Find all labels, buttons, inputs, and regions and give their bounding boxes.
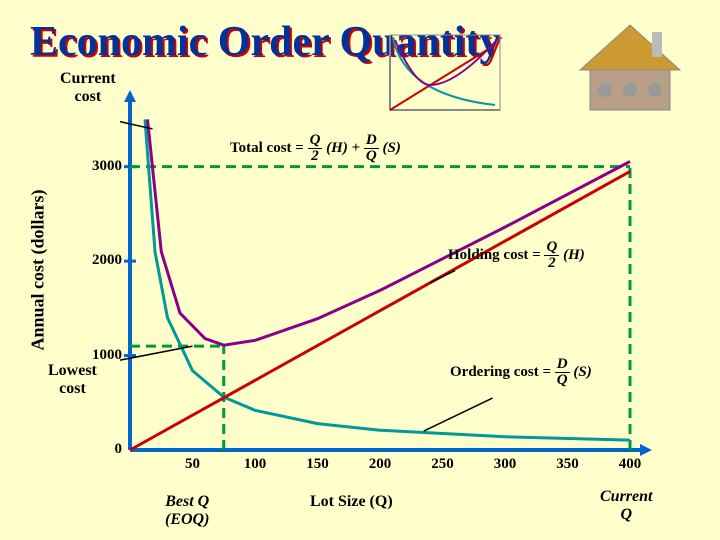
current-cost-label: Current cost <box>60 70 116 106</box>
y-tick: 1000 <box>72 347 122 364</box>
x-tick: 250 <box>423 456 463 473</box>
total-cost-formula: Total cost = Q2 (H) + DQ (S) <box>230 133 401 164</box>
y-tick: 2000 <box>72 252 122 269</box>
ordering-cost-formula: Ordering cost = DQ (S) <box>450 357 592 388</box>
x-tick: 200 <box>360 456 400 473</box>
x-tick: 400 <box>610 456 650 473</box>
holding-cost-formula: Holding cost = Q2 (H) <box>448 240 585 271</box>
eoq-chart: Current cost Annual cost (dollars) Lowes… <box>20 80 700 530</box>
x-tick: 150 <box>298 456 338 473</box>
y-tick: 3000 <box>72 158 122 175</box>
y-tick: 0 <box>72 441 122 458</box>
x-tick: 300 <box>485 456 525 473</box>
x-tick: 100 <box>235 456 275 473</box>
x-tick: 50 <box>173 456 213 473</box>
lowest-cost-label: Lowest cost <box>48 362 97 398</box>
x-tick: 350 <box>548 456 588 473</box>
y-axis-label: Annual cost (dollars) <box>28 189 49 350</box>
x-axis-label: Lot Size (Q) <box>310 493 393 511</box>
best-q-label: Best Q (EOQ) <box>165 493 209 529</box>
current-q-label: Current Q <box>600 488 652 524</box>
